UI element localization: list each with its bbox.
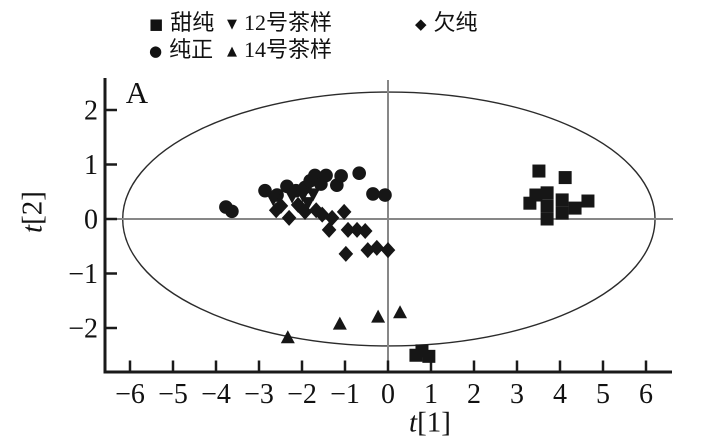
x-tick-label: −3 [244,379,274,410]
data-point-triangle-down [306,188,321,202]
x-tick-label: −5 [158,379,188,410]
legend-item-tianchun: ■ 甜纯 [149,9,214,37]
square-icon: ■ [149,14,164,33]
x-axis-symbol: t [409,406,418,439]
legend-label: 甜纯 [170,10,215,35]
circle-icon: ● [149,41,163,60]
legend-item-sample12: ▼ 12号茶样 [227,9,332,37]
legend-label: 纯正 [169,37,214,62]
data-point-square [532,164,546,178]
x-tick-label: 1 [424,379,438,410]
data-point-triangle-down [266,193,281,207]
data-point-diamond [336,203,352,220]
data-point-diamond [338,245,354,262]
x-tick-label: −2 [287,379,317,410]
data-point-circle [319,168,333,183]
x-tick-label: 5 [596,379,610,410]
legend-item-chunzheng: ● 纯正 [149,36,213,64]
data-point-diamond [314,206,330,223]
data-point-diamond [357,222,373,239]
y-tick-label: 1 [84,150,98,181]
data-point-square [555,206,569,220]
y-axis-index: [2] [16,191,49,225]
data-point-square [540,186,554,200]
data-point-diamond [340,221,356,238]
legend-item-sample14: ▲ 14号茶样 [227,36,332,64]
y-tick-label: −1 [68,259,98,290]
data-point-circle [366,187,380,201]
x-tick-label: 0 [381,379,395,410]
data-point-square [422,349,436,363]
x-tick-label: 4 [553,379,567,410]
data-point-diamond [321,221,337,238]
y-tick-label: 0 [84,205,98,236]
y-tick-label: −2 [68,314,98,345]
data-point-triangle-down [285,190,300,204]
data-point-diamond [380,242,396,259]
x-tick-label: 6 [639,379,653,410]
legend-label: 欠纯 [433,10,478,35]
data-point-triangle-down [295,189,310,203]
data-point-triangle-up [393,305,408,319]
data-point-diamond [273,197,289,214]
y-tick-label: 2 [84,96,98,127]
data-point-triangle-up [371,309,386,323]
data-point-triangle-up [280,330,295,344]
legend-item-qianchun: ◆ 欠纯 [415,9,478,37]
x-tick-label: −1 [330,379,360,410]
data-point-diamond [324,209,340,226]
data-point-square [540,212,554,226]
y-axis-symbol: t [16,224,49,233]
y-axis-label: t[2] [17,191,50,233]
data-point-diamond [297,203,313,220]
data-point-square [523,196,537,210]
data-point-circle [352,166,366,181]
legend-label: 12号茶样 [244,10,333,35]
data-point-triangle-down [301,197,316,211]
triangle-down-icon: ▼ [227,16,237,32]
plot-annotation-A: A [125,75,149,110]
x-tick-label: 2 [467,379,481,410]
legend-label: 14号茶样 [244,37,333,62]
x-tick-label: 3 [510,379,524,410]
data-point-square [540,199,554,213]
data-point-triangle-up [332,316,347,330]
data-point-square [581,194,595,208]
data-point-circle [225,204,239,219]
x-axis-label: t[1] [409,407,451,440]
data-point-diamond [281,209,297,226]
data-point-square [555,193,569,207]
x-axis-index: [1] [417,406,451,439]
data-point-circle [334,169,348,183]
data-point-diamond [369,239,385,256]
triangle-up-icon: ▲ [227,43,237,59]
data-point-circle [378,188,392,202]
data-point-square [558,171,572,185]
diamond-icon: ◆ [415,14,427,33]
data-point-square [568,201,582,215]
x-tick-label: −4 [201,379,231,410]
x-tick-label: −6 [115,379,145,410]
